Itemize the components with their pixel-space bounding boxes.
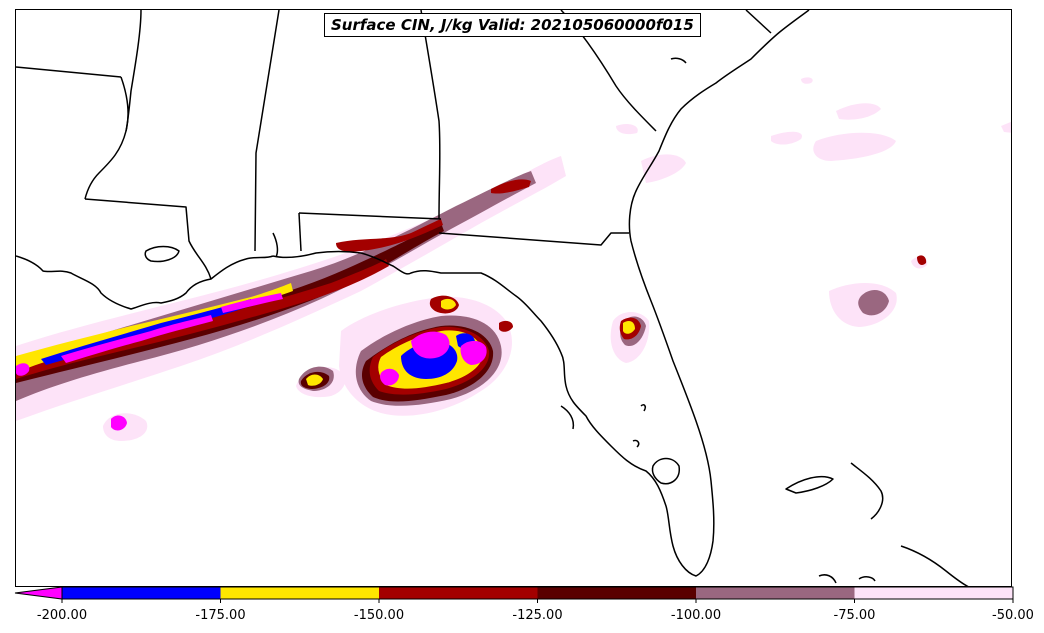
state-border-nc-sc (745, 10, 772, 34)
colorbar-bin-3 (537, 587, 696, 599)
state-border-al-west (254, 10, 280, 252)
colorbar-bin-5 (854, 587, 1013, 599)
cin-contour-magenta (16, 293, 487, 431)
state-border-fl-panhandle (298, 212, 302, 252)
colorbar-tick-label: -175.00 (195, 608, 246, 623)
island-small-2 (670, 57, 687, 64)
island-bahamas-1 (785, 475, 834, 494)
colorbar-bins (62, 587, 1013, 599)
colorbar-bin-2 (379, 587, 538, 599)
island-cuba (900, 545, 969, 586)
cin-contour-light (16, 77, 1011, 441)
coastline-gulf-central (272, 10, 810, 577)
colorbar-bin-4 (696, 587, 855, 599)
island-small-1 (858, 576, 876, 582)
island-small-3 (640, 404, 646, 412)
map-canvas (16, 10, 1011, 586)
colorbar-tick-label: -150.00 (353, 608, 405, 623)
lake-pontchartrain (144, 245, 180, 263)
colorbar-tick-label: -200.00 (36, 608, 88, 623)
map-title: Surface CIN, J/kg Valid: 202105060000f01… (324, 13, 701, 37)
island-keys (818, 574, 837, 584)
state-border-tn-ms (84, 76, 129, 200)
bay-mobile (272, 232, 279, 258)
state-border-ms-la (84, 198, 212, 280)
colorbar-tick-label: -50.00 (992, 608, 1034, 623)
state-border-north (16, 66, 122, 78)
coastline-texas-louisiana (16, 255, 274, 310)
state-border-al-ga (420, 10, 441, 220)
colorbar-extend-min (14, 586, 63, 600)
state-border-al-fl (298, 212, 442, 220)
colorbar-tick-label: -75.00 (833, 608, 876, 623)
colorbar (14, 586, 1014, 603)
colorbar-tick-label: -100.00 (670, 608, 722, 623)
bay-tampa (560, 405, 575, 430)
colorbar-bin-0 (62, 587, 221, 599)
colorbar-tick-label: -125.00 (512, 608, 563, 623)
colorbar-bin-1 (220, 587, 379, 599)
state-border-ga-fl (438, 232, 629, 246)
state-border-ms-al (125, 10, 142, 132)
island-lake-okeechobee (651, 457, 680, 485)
island-small-4 (632, 439, 640, 448)
map-boundaries (16, 10, 969, 586)
island-bahamas-2 (850, 462, 884, 520)
map-panel (15, 9, 1012, 587)
